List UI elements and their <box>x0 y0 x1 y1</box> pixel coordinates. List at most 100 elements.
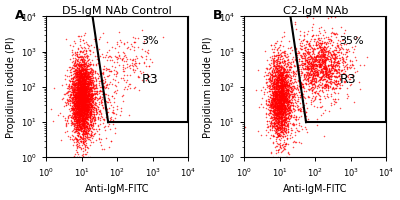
Point <box>286 61 293 64</box>
Point <box>270 82 277 85</box>
Point <box>319 53 325 56</box>
Point <box>86 78 92 81</box>
Point <box>276 100 282 103</box>
Point <box>312 37 318 40</box>
Point <box>87 93 94 96</box>
Point <box>281 68 287 71</box>
Point <box>86 93 92 96</box>
Point <box>99 104 105 107</box>
Point <box>73 63 79 67</box>
Point <box>86 108 92 112</box>
Point <box>85 107 92 110</box>
Point <box>81 99 87 102</box>
Point <box>330 72 336 75</box>
Point <box>274 113 280 117</box>
Point <box>78 101 84 104</box>
Point <box>276 76 282 79</box>
Point <box>280 98 286 101</box>
Point <box>78 80 84 83</box>
Point <box>280 88 286 91</box>
Point <box>78 90 85 93</box>
Point <box>72 121 78 124</box>
Point <box>80 106 87 109</box>
Point <box>325 84 331 88</box>
Point <box>80 154 86 157</box>
Point <box>100 91 106 94</box>
Point <box>73 127 79 130</box>
Point <box>77 78 83 82</box>
Point <box>78 93 85 96</box>
Point <box>280 101 287 105</box>
Point <box>79 103 85 106</box>
Point <box>88 88 94 92</box>
Point <box>78 72 84 75</box>
Point <box>275 105 282 109</box>
Point <box>79 73 86 76</box>
Point <box>321 64 328 67</box>
Point <box>342 69 348 72</box>
Point <box>74 117 81 121</box>
Point <box>272 110 278 113</box>
Point <box>330 53 336 56</box>
Point <box>278 98 284 101</box>
Point <box>105 93 111 96</box>
Point <box>274 117 281 120</box>
Point <box>276 89 282 92</box>
Point <box>278 92 284 95</box>
Point <box>72 106 79 109</box>
Point <box>320 48 326 51</box>
Point <box>77 114 84 117</box>
Point <box>300 86 307 89</box>
Point <box>293 116 300 119</box>
Point <box>80 89 87 92</box>
Point <box>81 111 88 114</box>
Point <box>299 106 305 109</box>
Point <box>277 125 283 129</box>
Point <box>280 85 286 88</box>
Point <box>80 129 86 133</box>
Point <box>69 79 75 82</box>
Point <box>126 64 132 67</box>
Point <box>274 149 281 152</box>
Point <box>270 96 276 99</box>
Point <box>290 95 297 98</box>
Point <box>265 85 271 88</box>
Point <box>282 86 289 89</box>
Point <box>275 76 281 79</box>
Point <box>78 64 85 67</box>
Point <box>77 86 84 89</box>
Point <box>312 77 318 80</box>
Point <box>104 74 110 78</box>
Point <box>276 97 282 100</box>
Point <box>312 59 318 62</box>
Point <box>277 71 283 74</box>
Point <box>270 74 276 77</box>
Point <box>347 78 353 81</box>
Point <box>304 58 311 61</box>
Point <box>323 66 330 69</box>
Point <box>78 88 84 91</box>
Point <box>279 97 285 101</box>
Point <box>279 102 285 105</box>
Point <box>334 83 340 86</box>
Point <box>107 116 113 119</box>
Point <box>316 45 323 48</box>
Point <box>334 70 340 73</box>
Point <box>282 67 288 70</box>
Point <box>82 140 88 143</box>
Point <box>283 109 289 112</box>
Point <box>277 100 283 103</box>
Point <box>318 64 324 67</box>
Point <box>74 86 80 89</box>
Point <box>266 90 272 93</box>
Point <box>83 114 89 117</box>
Point <box>83 106 90 110</box>
Point <box>274 52 281 55</box>
Point <box>67 114 74 117</box>
Point <box>76 99 82 103</box>
Point <box>84 113 91 116</box>
Point <box>80 124 86 127</box>
Point <box>264 103 271 106</box>
Point <box>72 64 78 68</box>
Point <box>76 104 83 108</box>
